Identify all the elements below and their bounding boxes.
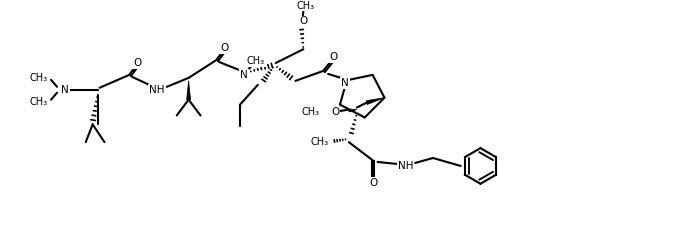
Text: O: O xyxy=(299,16,308,26)
Text: CH₃: CH₃ xyxy=(29,73,47,83)
Text: N: N xyxy=(240,70,248,80)
Text: CH₃: CH₃ xyxy=(311,137,329,147)
Text: O: O xyxy=(220,43,228,53)
Text: NH: NH xyxy=(149,85,165,95)
Polygon shape xyxy=(349,109,357,112)
Text: N: N xyxy=(61,85,69,95)
Text: CH₃: CH₃ xyxy=(296,1,314,11)
Text: CH₃: CH₃ xyxy=(301,107,319,116)
Text: CH₃: CH₃ xyxy=(247,56,265,66)
Text: O: O xyxy=(331,107,339,116)
Text: NH: NH xyxy=(397,161,413,171)
Polygon shape xyxy=(187,81,191,100)
Text: O: O xyxy=(329,52,337,62)
Polygon shape xyxy=(366,98,385,105)
Text: O: O xyxy=(370,178,378,188)
Text: N: N xyxy=(341,78,349,88)
Text: O: O xyxy=(133,58,141,68)
Text: CH₃: CH₃ xyxy=(29,97,47,107)
